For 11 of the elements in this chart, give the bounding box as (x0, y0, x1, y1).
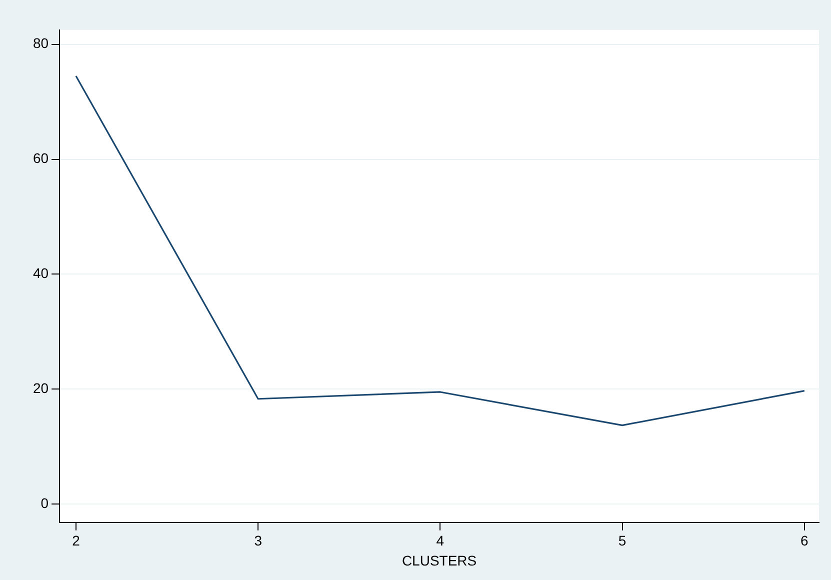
y-tick-label: 0 (40, 494, 49, 511)
x-tick-label: 6 (800, 532, 809, 549)
x-tick-label: 2 (72, 532, 80, 549)
y-tick-label: 20 (32, 380, 49, 396)
y-tick-label: 80 (32, 35, 49, 52)
x-tick-label: 3 (254, 532, 262, 549)
y-tick-label: 60 (32, 150, 49, 166)
x-tick-label: 4 (436, 532, 444, 549)
x-tick-label: 5 (618, 532, 626, 549)
y-tick-label: 40 (32, 265, 49, 282)
x-axis-title: CLUSTERS (402, 552, 477, 568)
